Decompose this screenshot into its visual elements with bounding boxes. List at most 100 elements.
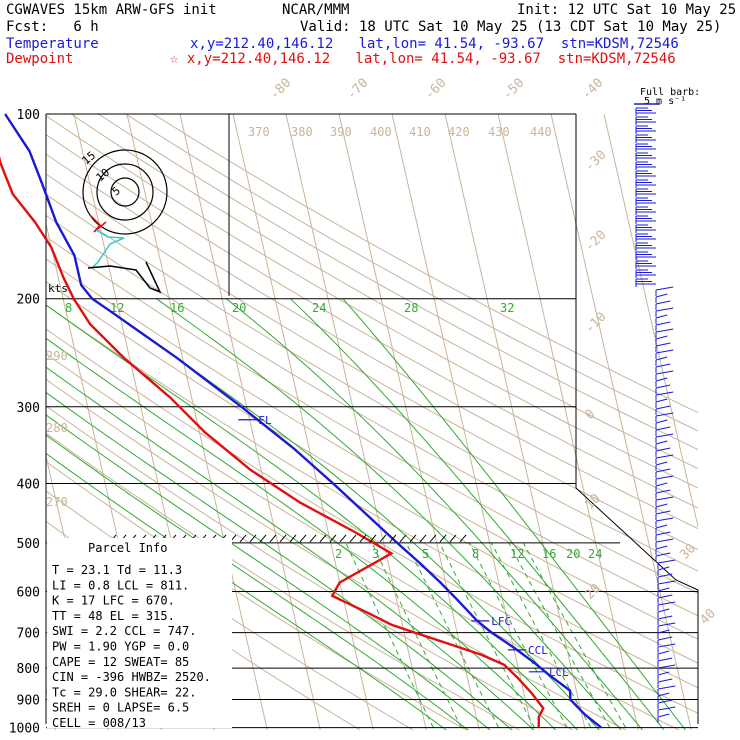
- wind-barb: [655, 307, 674, 312]
- wind-barb: [655, 335, 668, 340]
- wind-barb: [655, 328, 674, 333]
- level-label-ccl: CCL: [528, 644, 548, 657]
- hatch-mark: [349, 534, 357, 543]
- isotherm-label: -10: [582, 310, 609, 337]
- wind-barb: [655, 531, 671, 536]
- dry-adiabat-label: 420: [448, 125, 470, 139]
- wind-barb: [657, 622, 676, 627]
- hatch-mark: [429, 534, 437, 543]
- wind-barb: [657, 650, 670, 655]
- dry-adiabat-label: 370: [248, 125, 270, 139]
- wind-barb: [657, 713, 670, 718]
- moist-adiabat-label: 32: [500, 301, 514, 315]
- wind-barb: [657, 559, 676, 564]
- dry-adiabat-label: 290: [46, 349, 68, 363]
- wind-barb: [657, 601, 676, 606]
- hatch-mark: [449, 534, 457, 543]
- isotherm-label: 0: [582, 407, 598, 423]
- hatch-mark: [319, 534, 327, 543]
- valid-time: Valid: 18 UTC Sat 10 May 25 (13 CDT Sat …: [300, 19, 722, 35]
- hatch-mark: [439, 534, 447, 543]
- wind-barb: [657, 587, 670, 592]
- pressure-tick-700: 700: [17, 627, 40, 642]
- wind-barb: [655, 538, 674, 543]
- dry-adiabat-label: 400: [370, 125, 392, 139]
- pressure-tick-800: 800: [17, 662, 40, 677]
- hatch-mark: [379, 534, 387, 543]
- mixing-ratio-label: 24: [588, 547, 602, 561]
- wind-barb: [655, 293, 668, 298]
- level-label-el: EL: [258, 414, 272, 427]
- hodograph-ring: [82, 149, 168, 235]
- parcel-info-title: Parcel Info: [88, 541, 167, 555]
- parcel-info-row: CAPE = 12 SWEAT= 85: [52, 655, 189, 669]
- barb-legend-unit: 5 m s⁻¹: [644, 96, 686, 107]
- wind-barb: [657, 643, 676, 648]
- dry-adiabat-label: 410: [409, 125, 431, 139]
- wind-barb: [655, 510, 671, 515]
- hatch-mark: [389, 534, 397, 543]
- pressure-tick-400: 400: [17, 477, 40, 492]
- wind-barb: [655, 419, 668, 424]
- wind-barb: [655, 482, 668, 487]
- dewpoint-legend-label: Dewpoint: [6, 51, 74, 67]
- hodograph-ring: [96, 163, 154, 221]
- mixing-ratio-label: 5: [422, 547, 429, 561]
- wind-barb: [655, 426, 671, 431]
- pressure-tick-500: 500: [17, 537, 40, 552]
- center-label: NCAR/MMM: [282, 2, 350, 18]
- moist-adiabat-label: 20: [232, 301, 246, 315]
- hatch-mark: [359, 534, 367, 543]
- hatch-mark: [459, 534, 467, 543]
- isotherm-label: 10: [582, 491, 604, 513]
- hatch-mark: [309, 534, 317, 543]
- wind-barb: [657, 636, 673, 641]
- hodograph-trace-low: [89, 214, 107, 233]
- model-title: CGWAVES 15km ARW-GFS init: [6, 2, 217, 18]
- parcel-info-row: CIN = -396 HWBZ= 2520.: [52, 670, 211, 684]
- pressure-tick-100: 100: [17, 108, 40, 123]
- wind-barb: [657, 580, 676, 585]
- wind-barb: [655, 517, 674, 522]
- dry-adiabat-label: 280: [46, 421, 68, 435]
- wind-barb: [657, 594, 673, 599]
- parcel-info-row: LI = 0.8 LCL = 811.: [52, 578, 189, 592]
- wind-barb: [657, 692, 670, 697]
- isotherm-label: -20: [582, 228, 609, 255]
- hatch-mark: [369, 534, 377, 543]
- forecast-hour: Fcst: 6 h: [6, 19, 99, 35]
- hodograph-trace-mid: [91, 229, 125, 269]
- wind-barb: [655, 412, 674, 417]
- mixing-ratio-label: 3: [372, 547, 379, 561]
- wind-barb: [655, 468, 671, 473]
- parcel-info-row: SREH = 0 LAPSE= 6.5: [52, 701, 189, 715]
- temperature-profile: [4, 113, 602, 729]
- parcel-info-box: [47, 538, 232, 728]
- wind-barb: [657, 671, 670, 676]
- hodograph-ring: [110, 177, 140, 207]
- wind-barb: [657, 573, 673, 578]
- wind-barb: [655, 356, 668, 361]
- temperature-legend-label: Temperature: [6, 36, 99, 52]
- moist-adiabat-label: 28: [404, 301, 418, 315]
- wind-barb: [657, 685, 676, 690]
- moist-adiabat-label: 8: [65, 301, 72, 315]
- wind-barb: [655, 398, 668, 403]
- isotherm-label: 40: [697, 606, 719, 628]
- wind-barb: [657, 615, 673, 620]
- pressure-tick-1000: 1000: [9, 722, 40, 737]
- hatch-mark: [239, 534, 247, 543]
- isotherm-label: -80: [267, 76, 294, 103]
- pressure-tick-300: 300: [17, 401, 40, 416]
- temperature-legend-coords: x,y=212.40,146.12 lat,lon= 41.54, -93.67…: [190, 36, 679, 52]
- wind-barb: [655, 377, 668, 382]
- pressure-tick-900: 900: [17, 694, 40, 709]
- parcel-info-row: TT = 48 EL = 315.: [52, 609, 175, 623]
- wind-barb: [657, 699, 673, 704]
- hatch-mark: [329, 534, 337, 543]
- barb-legend-title: Full barb:: [640, 87, 700, 98]
- dry-adiabat-label: 440: [530, 125, 552, 139]
- isotherm-label: -50: [500, 76, 527, 103]
- mixing-ratio-label: 8: [472, 547, 479, 561]
